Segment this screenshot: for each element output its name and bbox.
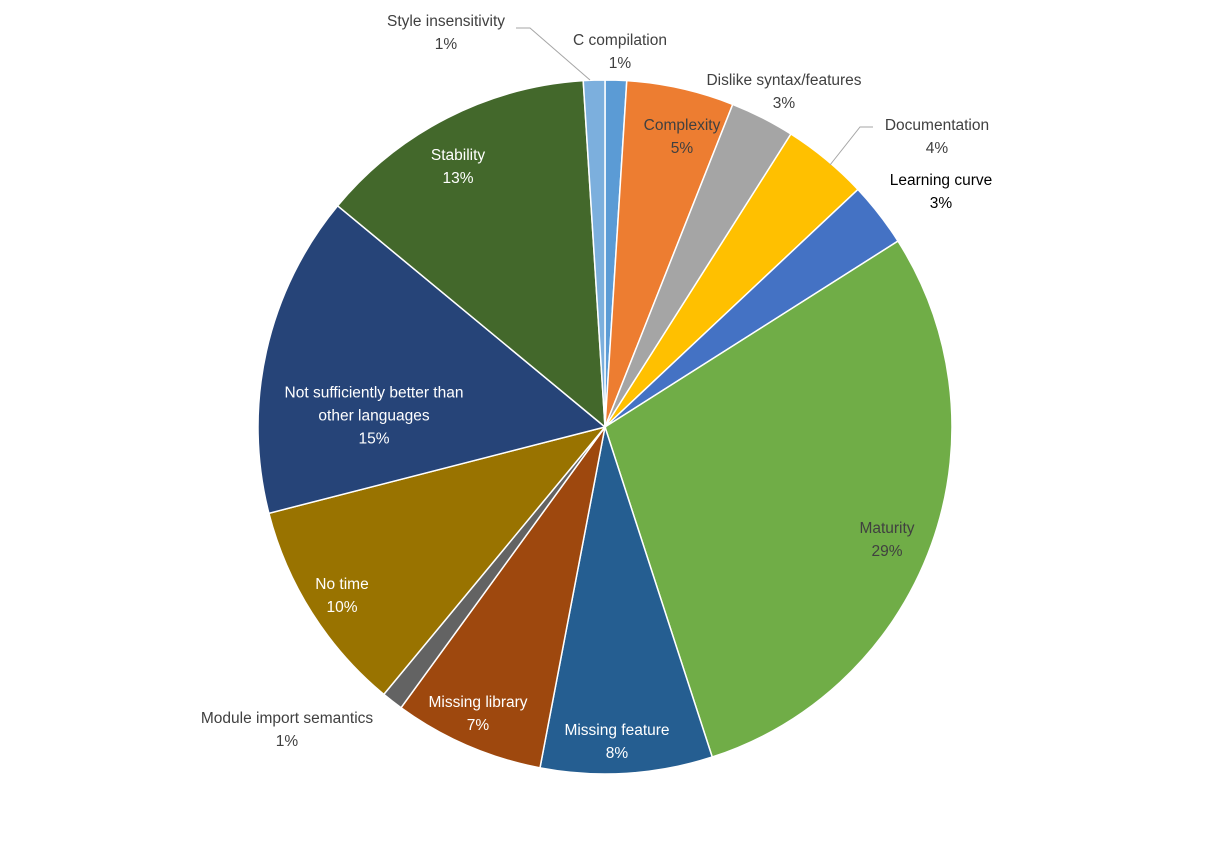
data-label: Complexity 5% <box>644 114 721 160</box>
category-label: Stability <box>430 147 486 164</box>
value-label: 1% <box>434 36 458 53</box>
data-label: Learning curve 3% <box>890 169 993 215</box>
pie-slice <box>604 240 953 758</box>
data-label: Missing feature 8% <box>564 719 669 765</box>
category-label: Complexity <box>643 117 721 134</box>
pie-slice <box>582 79 606 428</box>
value-label: 4% <box>925 140 949 157</box>
data-label: C compilation 1% <box>573 29 667 75</box>
value-label: 1% <box>608 55 632 72</box>
value-label: 3% <box>772 95 796 112</box>
leader-line <box>516 27 591 81</box>
value-label: 29% <box>871 543 903 560</box>
category-label: No time <box>315 576 369 593</box>
value-label: 5% <box>670 140 694 157</box>
data-label: Dislike syntax/features 3% <box>706 69 861 115</box>
pie-slice <box>539 426 714 775</box>
category-label: Learning curve <box>889 172 993 189</box>
value-label: 13% <box>442 170 474 187</box>
data-label: Stability 13% <box>431 144 485 190</box>
category-label: Documentation <box>884 117 990 134</box>
category-label: Maturity <box>859 520 915 537</box>
data-label: Not sufficiently better than other langu… <box>267 382 482 451</box>
value-label: 8% <box>605 745 629 762</box>
data-label: Missing library 7% <box>428 691 527 737</box>
category-label: Not sufficiently better than other langu… <box>284 384 464 425</box>
slices <box>257 79 953 775</box>
data-label: Style insensitivity 1% <box>387 10 505 56</box>
category-label: Module import semantics <box>200 710 374 727</box>
category-label: Missing feature <box>564 722 670 739</box>
data-label: Maturity 29% <box>859 517 914 563</box>
value-label: 1% <box>275 733 299 750</box>
data-label: No time 10% <box>315 573 368 619</box>
pie-slice <box>267 425 608 696</box>
pie-slice <box>257 204 607 515</box>
data-label: Module import semantics 1% <box>201 707 373 753</box>
value-label: 15% <box>358 430 390 448</box>
data-label: Documentation 4% <box>885 114 989 160</box>
value-label: 7% <box>466 717 490 734</box>
pie-slice <box>399 426 606 769</box>
category-label: Dislike syntax/features <box>706 72 862 89</box>
category-label: Missing library <box>428 694 528 711</box>
value-label: 3% <box>929 195 953 212</box>
leader-line <box>829 126 873 166</box>
pie-slice <box>336 79 606 429</box>
category-label: Style insensitivity <box>386 13 506 30</box>
value-label: 10% <box>326 599 358 616</box>
category-label: C compilation <box>573 32 667 49</box>
